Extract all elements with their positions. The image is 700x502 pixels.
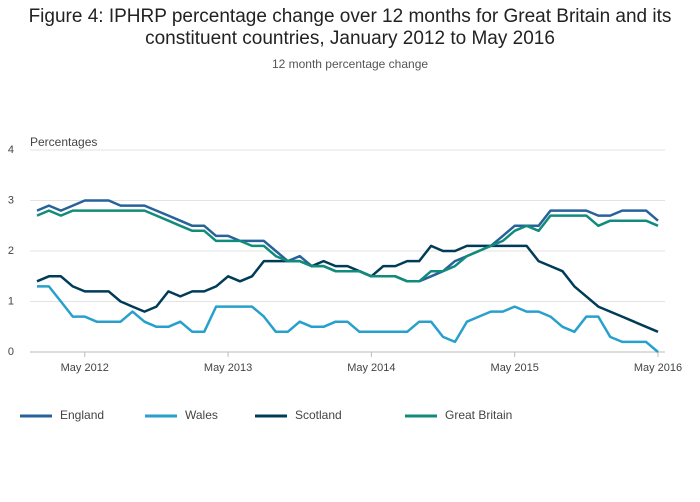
y-tick-label: 4 — [8, 144, 14, 156]
legend-label: Wales — [185, 408, 218, 422]
x-tick-label: May 2015 — [491, 362, 539, 374]
x-tick-label: May 2013 — [204, 362, 252, 374]
chart-title: Figure 4: IPHRP percentage change over 1… — [28, 6, 672, 49]
chart-subtitle: 12 month percentage change — [271, 57, 429, 71]
series-line — [36, 199, 659, 283]
y-tick-label: 1 — [8, 295, 14, 307]
y-tick-label: 2 — [8, 245, 14, 257]
legend-label: Great Britain — [445, 408, 512, 422]
x-tick-label: May 2014 — [347, 362, 395, 374]
legend-label: England — [60, 408, 104, 422]
x-tick-label: May 2016 — [634, 362, 682, 374]
y-axis-label: Percentages — [30, 135, 97, 149]
series-line — [37, 285, 659, 353]
y-tick-label: 3 — [8, 194, 14, 206]
series-line — [36, 244, 659, 333]
y-tick-label: 0 — [8, 346, 14, 358]
x-tick-label: May 2012 — [61, 362, 109, 374]
legend-label: Scotland — [295, 408, 342, 422]
series-line — [36, 209, 659, 283]
